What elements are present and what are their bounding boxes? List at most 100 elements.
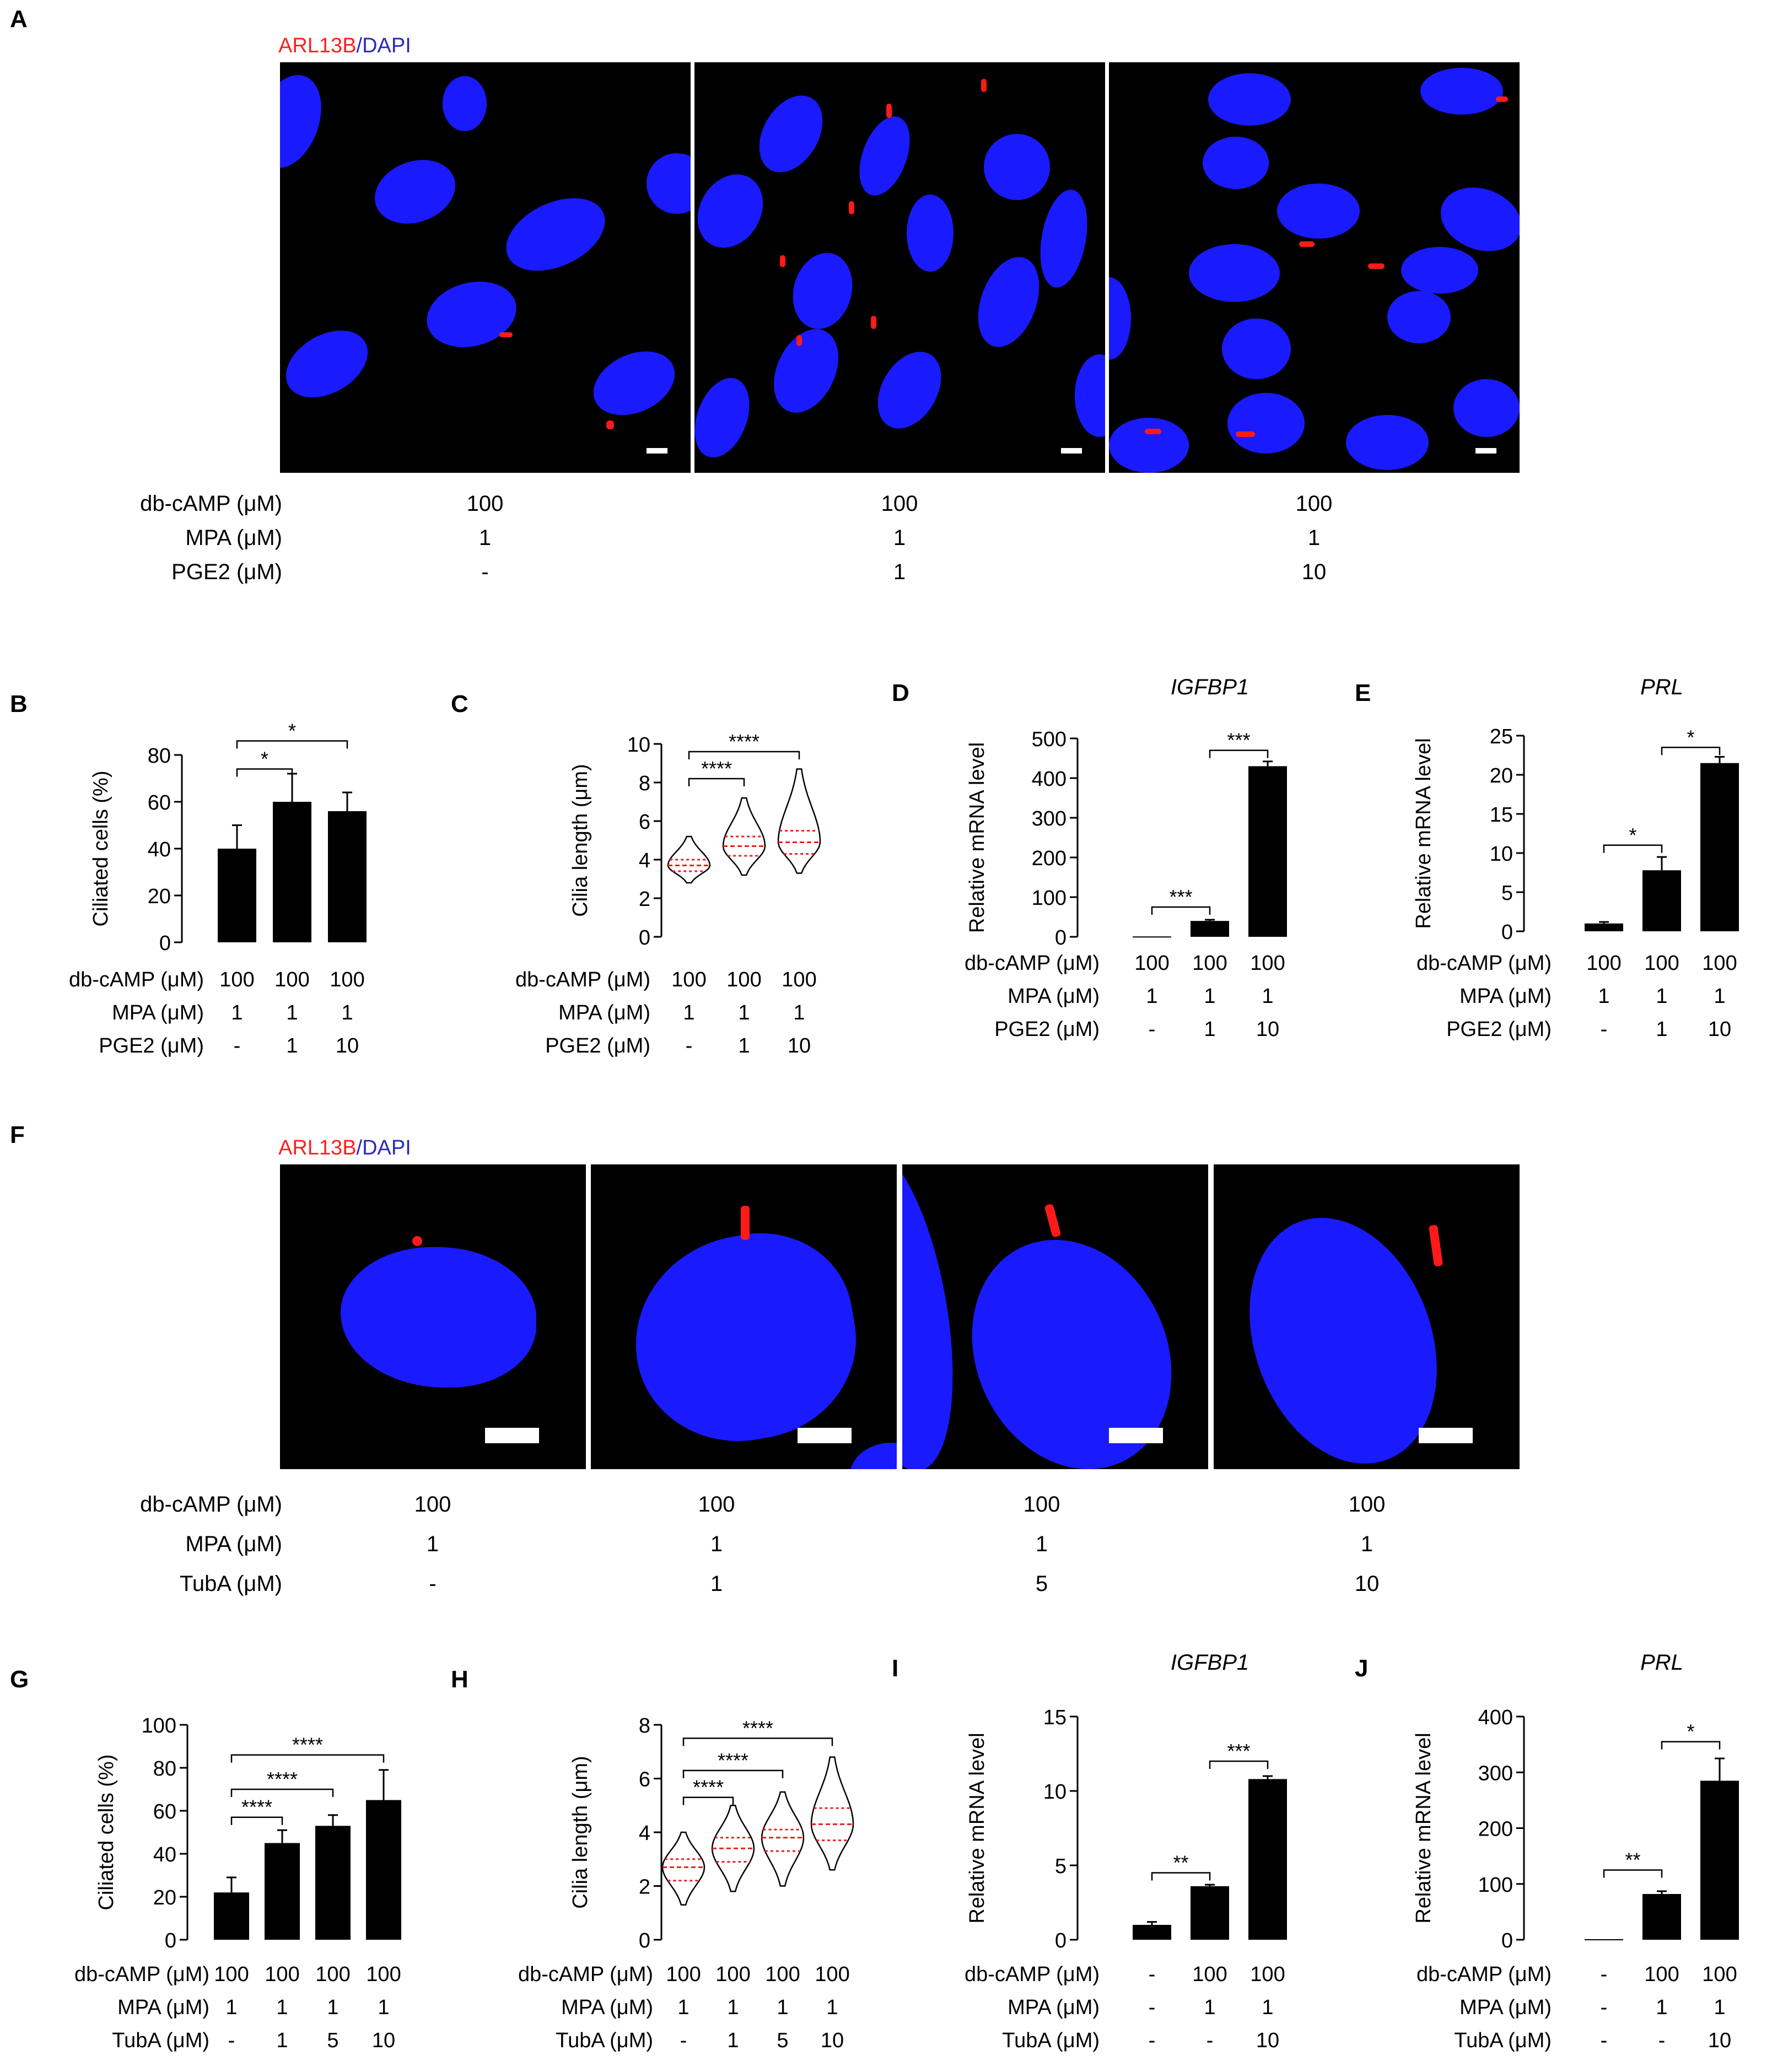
y-tick-label: 0 xyxy=(1501,1929,1513,1952)
scale-bar xyxy=(1475,448,1496,454)
nucleus xyxy=(1208,73,1291,126)
micrograph-a1 xyxy=(280,62,691,473)
stain-legend-f: ARL13B/DAPI xyxy=(278,1136,411,1160)
treatment-value: 1 xyxy=(727,1996,739,2019)
stain-sep: / xyxy=(356,34,363,57)
significance-label: * xyxy=(1687,726,1694,748)
y-tick-label: 0 xyxy=(1055,1929,1067,1952)
treatment-value: 100 xyxy=(671,968,706,991)
chart-g: G 0 20 40 60 80 100 Ciliated cells (%) **** **** *… xyxy=(10,1666,401,2052)
treatment-value: 1 xyxy=(893,526,906,550)
treatment-value: 100 xyxy=(330,968,364,991)
y-tick-label: 100 xyxy=(1032,887,1067,910)
treatment-label: MPA (μM) xyxy=(185,526,282,550)
nucleus xyxy=(280,317,380,411)
y-axis-label: Ciliated cells (%) xyxy=(95,1755,118,1911)
significance-label: **** xyxy=(729,730,760,753)
treatment-value: 100 xyxy=(1702,952,1737,975)
significance-label: *** xyxy=(1169,886,1192,908)
treatment-value: 1 xyxy=(1204,1018,1215,1041)
treatment-label: TubA (μM) xyxy=(1002,2029,1100,2052)
y-tick-label: 2 xyxy=(639,888,650,911)
treatment-value: - xyxy=(1149,1996,1156,2019)
y-tick-label: 80 xyxy=(153,1757,176,1780)
significance-label: **** xyxy=(241,1796,272,1819)
treatment-value: 1 xyxy=(1307,526,1321,550)
bar xyxy=(1585,1939,1623,1940)
treatment-label: PGE2 (μM) xyxy=(994,1018,1100,1041)
nucleus xyxy=(419,272,524,357)
treatment-value: 100 xyxy=(366,1963,401,1986)
y-tick-label: 0 xyxy=(1055,926,1067,949)
bar xyxy=(214,1892,249,1940)
significance-bracket xyxy=(688,751,800,759)
treatment-value: 5 xyxy=(777,2029,788,2052)
treatment-label: TubA (μM) xyxy=(112,2029,209,2052)
treatment-value: 100 xyxy=(782,968,816,991)
y-axis-label: Cilia length (μm) xyxy=(569,764,592,916)
treatment-value: 100 xyxy=(466,492,504,516)
violin xyxy=(810,1756,854,1871)
nucleus xyxy=(935,1207,1208,1469)
treatment-label: PGE2 (μM) xyxy=(171,560,282,584)
treatment-value: - xyxy=(1601,1018,1608,1041)
cilium xyxy=(1299,241,1315,247)
treatment-value: 100 xyxy=(1702,1963,1737,1986)
bar xyxy=(1642,870,1681,931)
treatment-value: 1 xyxy=(1204,985,1215,1008)
treatment-value: 1 xyxy=(683,1001,694,1024)
y-tick-label: 400 xyxy=(1032,768,1067,791)
bar xyxy=(315,1826,351,1940)
y-tick-label: 300 xyxy=(1032,807,1067,830)
treatment-value: 100 xyxy=(1644,1963,1679,1986)
y-tick-label: 100 xyxy=(1478,1874,1513,1897)
significance-bracket xyxy=(682,1796,734,1805)
significance-bracket xyxy=(1151,1872,1211,1881)
significance-bracket xyxy=(1603,844,1663,853)
nucleus xyxy=(966,249,1051,355)
treatment-value: 100 xyxy=(1586,952,1621,975)
significance-bracket xyxy=(1661,1741,1721,1750)
significance-label: **** xyxy=(693,1776,724,1799)
treatment-value: 1 xyxy=(738,1034,750,1057)
significance-bracket xyxy=(682,1738,833,1746)
treatment-label: MPA (μM) xyxy=(117,1996,209,2019)
cilium xyxy=(1044,1203,1062,1238)
treatment-value: 10 xyxy=(1708,2029,1731,2052)
nucleus xyxy=(443,76,487,131)
bar xyxy=(366,1800,401,1940)
nucleus xyxy=(341,1247,536,1388)
treatment-value: 100 xyxy=(715,1963,750,1986)
treatment-value: 100 xyxy=(1644,952,1679,975)
chart-title: IGFBP1 xyxy=(1171,675,1249,699)
y-tick-label: 80 xyxy=(148,744,171,768)
treatment-value: 1 xyxy=(327,1996,338,2019)
treatment-value: 100 xyxy=(1192,952,1227,975)
treatment-value: 10 xyxy=(1256,2029,1279,2052)
cilium xyxy=(796,335,802,346)
significance-bracket xyxy=(682,1769,784,1778)
treatment-label: MPA (μM) xyxy=(1008,985,1100,1008)
violin xyxy=(711,1804,755,1892)
nucleus xyxy=(694,370,760,465)
y-tick-label: 60 xyxy=(153,1800,176,1823)
significance-bracket xyxy=(230,1788,334,1797)
y-tick-label: 0 xyxy=(639,1929,650,1952)
y-tick-label: 5 xyxy=(1501,882,1513,905)
y-axis-label: Relative mRNA level xyxy=(966,742,989,933)
treatment-value: 100 xyxy=(698,1492,735,1517)
treatment-label: MPA (μM) xyxy=(561,1996,653,2019)
treatment-value: - xyxy=(234,1034,241,1057)
cilium xyxy=(412,1236,422,1246)
y-tick-label: 0 xyxy=(159,932,171,955)
treatment-label: TubA (μM) xyxy=(1454,2029,1552,2052)
significance-label: * xyxy=(261,748,268,770)
significance-label: **** xyxy=(718,1749,748,1772)
panel-label: B xyxy=(10,690,28,717)
treatment-value: 1 xyxy=(426,1532,439,1556)
treatment-value: 100 xyxy=(315,1963,350,1986)
treatment-value: 1 xyxy=(1035,1532,1048,1556)
significance-bracket xyxy=(1209,749,1269,758)
treatment-value: 1 xyxy=(276,2029,288,2052)
